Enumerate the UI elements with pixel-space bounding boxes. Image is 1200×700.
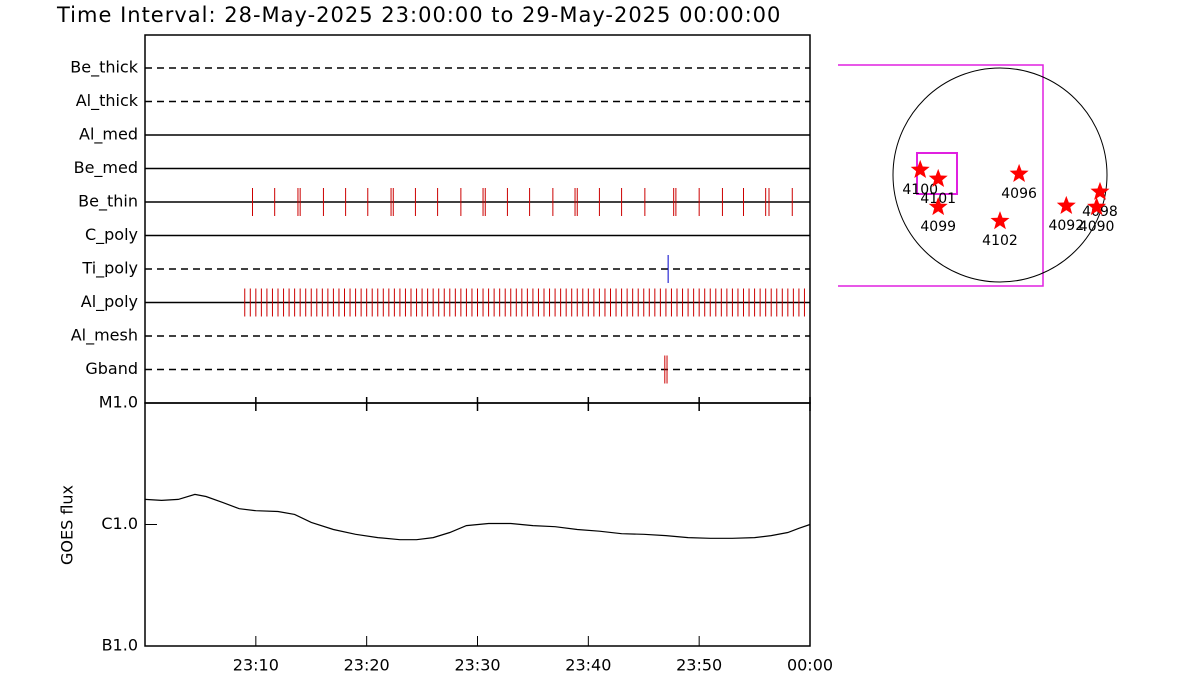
active-region (1087, 197, 1107, 216)
row-label: Al_thick (76, 91, 139, 111)
x-tick-label: 23:40 (565, 656, 611, 675)
region-label: 4100 (902, 182, 938, 198)
x-tick-label: 23:10 (233, 656, 279, 675)
row-label: Al_mesh (71, 326, 138, 346)
y-tick-label: B1.0 (102, 636, 138, 655)
active-region (928, 197, 948, 216)
row-label: Al_poly (81, 292, 138, 312)
active-region (1009, 163, 1029, 182)
active-region (928, 168, 948, 187)
row-label: Be_thick (70, 58, 138, 78)
active-region (1056, 195, 1076, 214)
region-label: 4099 (920, 219, 956, 235)
x-tick-label: 23:20 (344, 656, 390, 675)
row-label: Ti_poly (81, 259, 138, 279)
row-label: Be_thin (78, 192, 138, 212)
active-region (990, 211, 1010, 230)
active-region (1090, 181, 1110, 200)
region-label: 4090 (1079, 219, 1115, 235)
row-label: Al_med (79, 125, 138, 145)
x-tick-label: 23:50 (676, 656, 722, 675)
active-region (910, 159, 930, 178)
map-frame (838, 64, 1044, 287)
goes-curve (144, 493, 811, 541)
region-label: 4102 (982, 233, 1018, 249)
title: Time Interval: 28-May-2025 23:00:00 to 2… (56, 3, 781, 27)
timeline-frame (144, 34, 811, 404)
y-axis-label: GOES flux (58, 485, 77, 565)
y-tick-label: C1.0 (101, 514, 138, 533)
x-tick-label: 00:00 (787, 656, 833, 675)
row-label: Be_med (74, 158, 138, 178)
region-label: 4096 (1001, 186, 1037, 202)
row-label: Gband (85, 359, 138, 378)
solar-disk (892, 67, 1108, 283)
y-tick-label: M1.0 (99, 393, 138, 412)
region-label: 4092 (1048, 218, 1084, 234)
x-tick-label: 23:30 (454, 656, 500, 675)
row-label: C_poly (85, 225, 138, 245)
